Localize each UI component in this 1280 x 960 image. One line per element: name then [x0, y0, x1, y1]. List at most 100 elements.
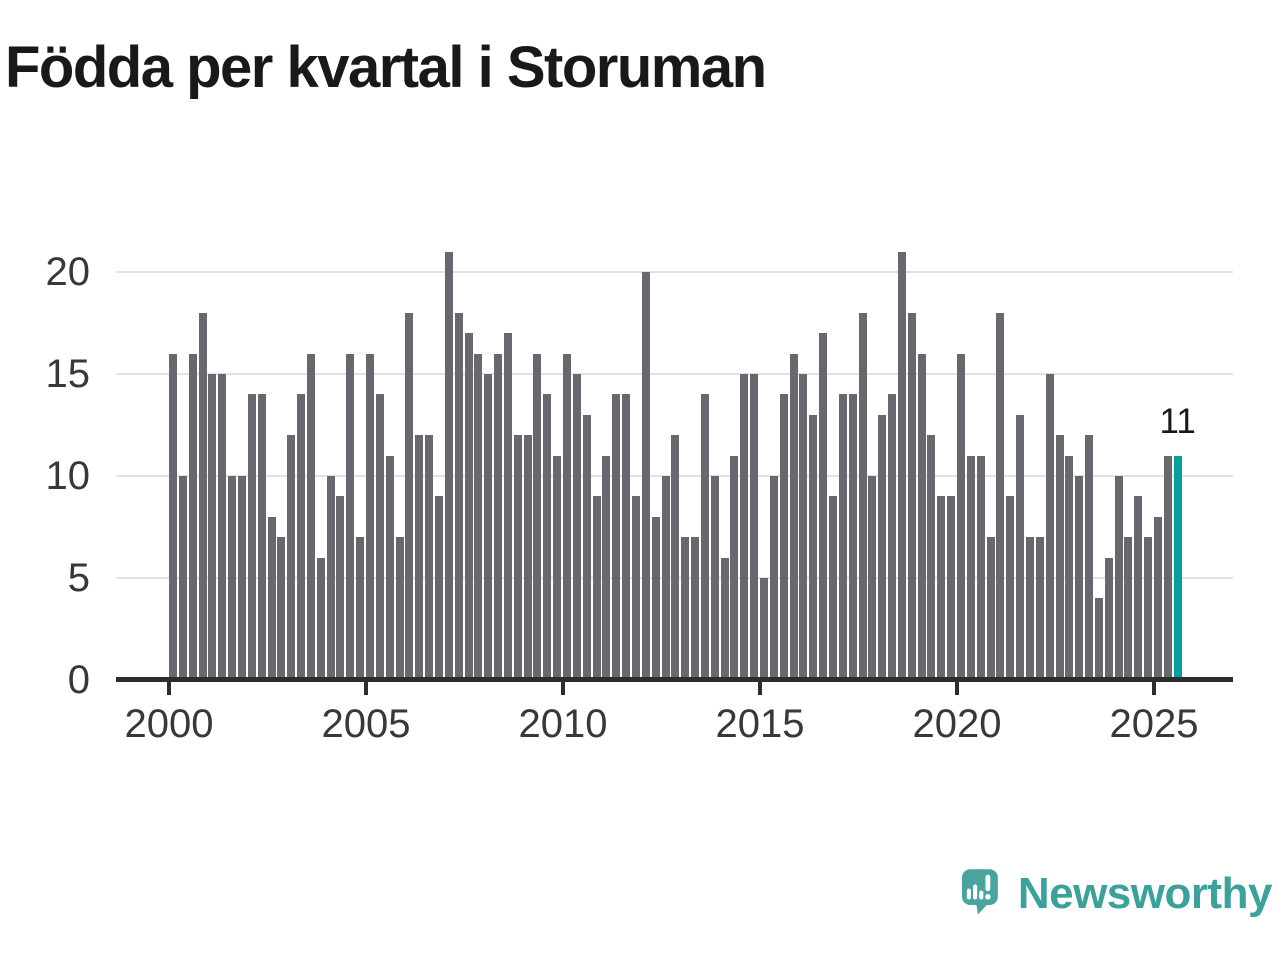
bar [267, 516, 276, 680]
bar [769, 476, 778, 680]
bar [1124, 537, 1133, 680]
bar [533, 353, 542, 680]
bar [986, 537, 995, 680]
bar-highlight-latest-quarter [1173, 455, 1182, 680]
bar [1085, 435, 1094, 680]
bar [966, 455, 975, 680]
bar [405, 312, 414, 680]
bar [208, 374, 217, 680]
bar [375, 394, 384, 680]
bar [277, 537, 286, 680]
bar [631, 496, 640, 680]
bar [1016, 414, 1025, 680]
bar [454, 312, 463, 680]
bar [346, 353, 355, 680]
newsworthy-logo: Newsworthy [962, 856, 1273, 932]
bar [996, 312, 1005, 680]
bar [819, 333, 828, 680]
x-tick-2020 [955, 682, 959, 695]
bar [976, 455, 985, 680]
bar [809, 414, 818, 680]
bar [188, 353, 197, 680]
bar [1163, 455, 1172, 680]
bar [178, 476, 187, 680]
bar [868, 476, 877, 680]
bar [523, 435, 532, 680]
bar [1065, 455, 1074, 680]
page-title: Födda per kvartal i Storuman [5, 35, 767, 100]
bar [878, 414, 887, 680]
bar [917, 353, 926, 680]
bar [326, 476, 335, 680]
x-tick-label-2005: 2005 [321, 702, 411, 746]
bar [287, 435, 296, 680]
bar [1035, 537, 1044, 680]
x-tick-label-2020: 2020 [912, 702, 1002, 746]
bar [237, 476, 246, 680]
bar [789, 353, 798, 680]
bar [1055, 435, 1064, 680]
bar [228, 476, 237, 680]
bar [779, 394, 788, 680]
highlight-value-label: 11 [1159, 401, 1196, 441]
bar [947, 496, 956, 680]
bar [366, 353, 374, 680]
bar [592, 496, 601, 680]
y-tick-label-10: 10 [45, 454, 91, 498]
y-tick-label-0: 0 [67, 658, 90, 702]
bar [484, 374, 493, 680]
y-tick-label-15: 15 [45, 352, 91, 396]
bar [444, 251, 453, 680]
x-tick-label-2025: 2025 [1109, 702, 1199, 746]
bar [907, 312, 916, 680]
x-tick-2005 [364, 682, 368, 695]
bar [897, 251, 906, 680]
bar [691, 537, 700, 680]
bar [1025, 537, 1034, 680]
y-tick-label-20: 20 [45, 250, 91, 294]
bar [306, 353, 315, 680]
bar [888, 394, 897, 680]
bar [474, 353, 483, 680]
bar [858, 312, 867, 680]
bar [1134, 496, 1143, 680]
bar [710, 476, 719, 680]
bar [218, 374, 227, 680]
bar [740, 374, 749, 680]
bar [169, 353, 177, 680]
bar [1154, 516, 1162, 680]
bar [356, 537, 365, 680]
bar [582, 414, 591, 680]
bar [641, 272, 650, 680]
bar [563, 353, 571, 680]
bar [316, 557, 325, 680]
bar [730, 455, 739, 680]
x-tick-label-2015: 2015 [715, 702, 805, 746]
x-tick-2015 [758, 682, 762, 695]
bar [503, 333, 512, 680]
bar [425, 435, 434, 680]
newsworthy-bubble-chart-icon [962, 869, 998, 915]
gridline-15 [116, 373, 1233, 375]
bar [828, 496, 837, 680]
y-tick-label-5: 5 [67, 556, 90, 600]
bar [838, 394, 847, 680]
x-tick-2025 [1152, 682, 1156, 695]
x-tick-label-2000: 2000 [124, 702, 214, 746]
gridline-20 [116, 271, 1233, 273]
x-axis-line [116, 677, 1233, 682]
bar [612, 394, 621, 680]
bar [395, 537, 404, 680]
bar [661, 476, 670, 680]
bar [385, 455, 394, 680]
bar [957, 353, 965, 680]
x-tick-2000 [167, 682, 171, 695]
bar [760, 578, 768, 680]
bar [198, 312, 207, 680]
bar [415, 435, 424, 680]
bar [799, 374, 808, 680]
bar [700, 394, 709, 680]
bar [671, 435, 680, 680]
bar [336, 496, 345, 680]
